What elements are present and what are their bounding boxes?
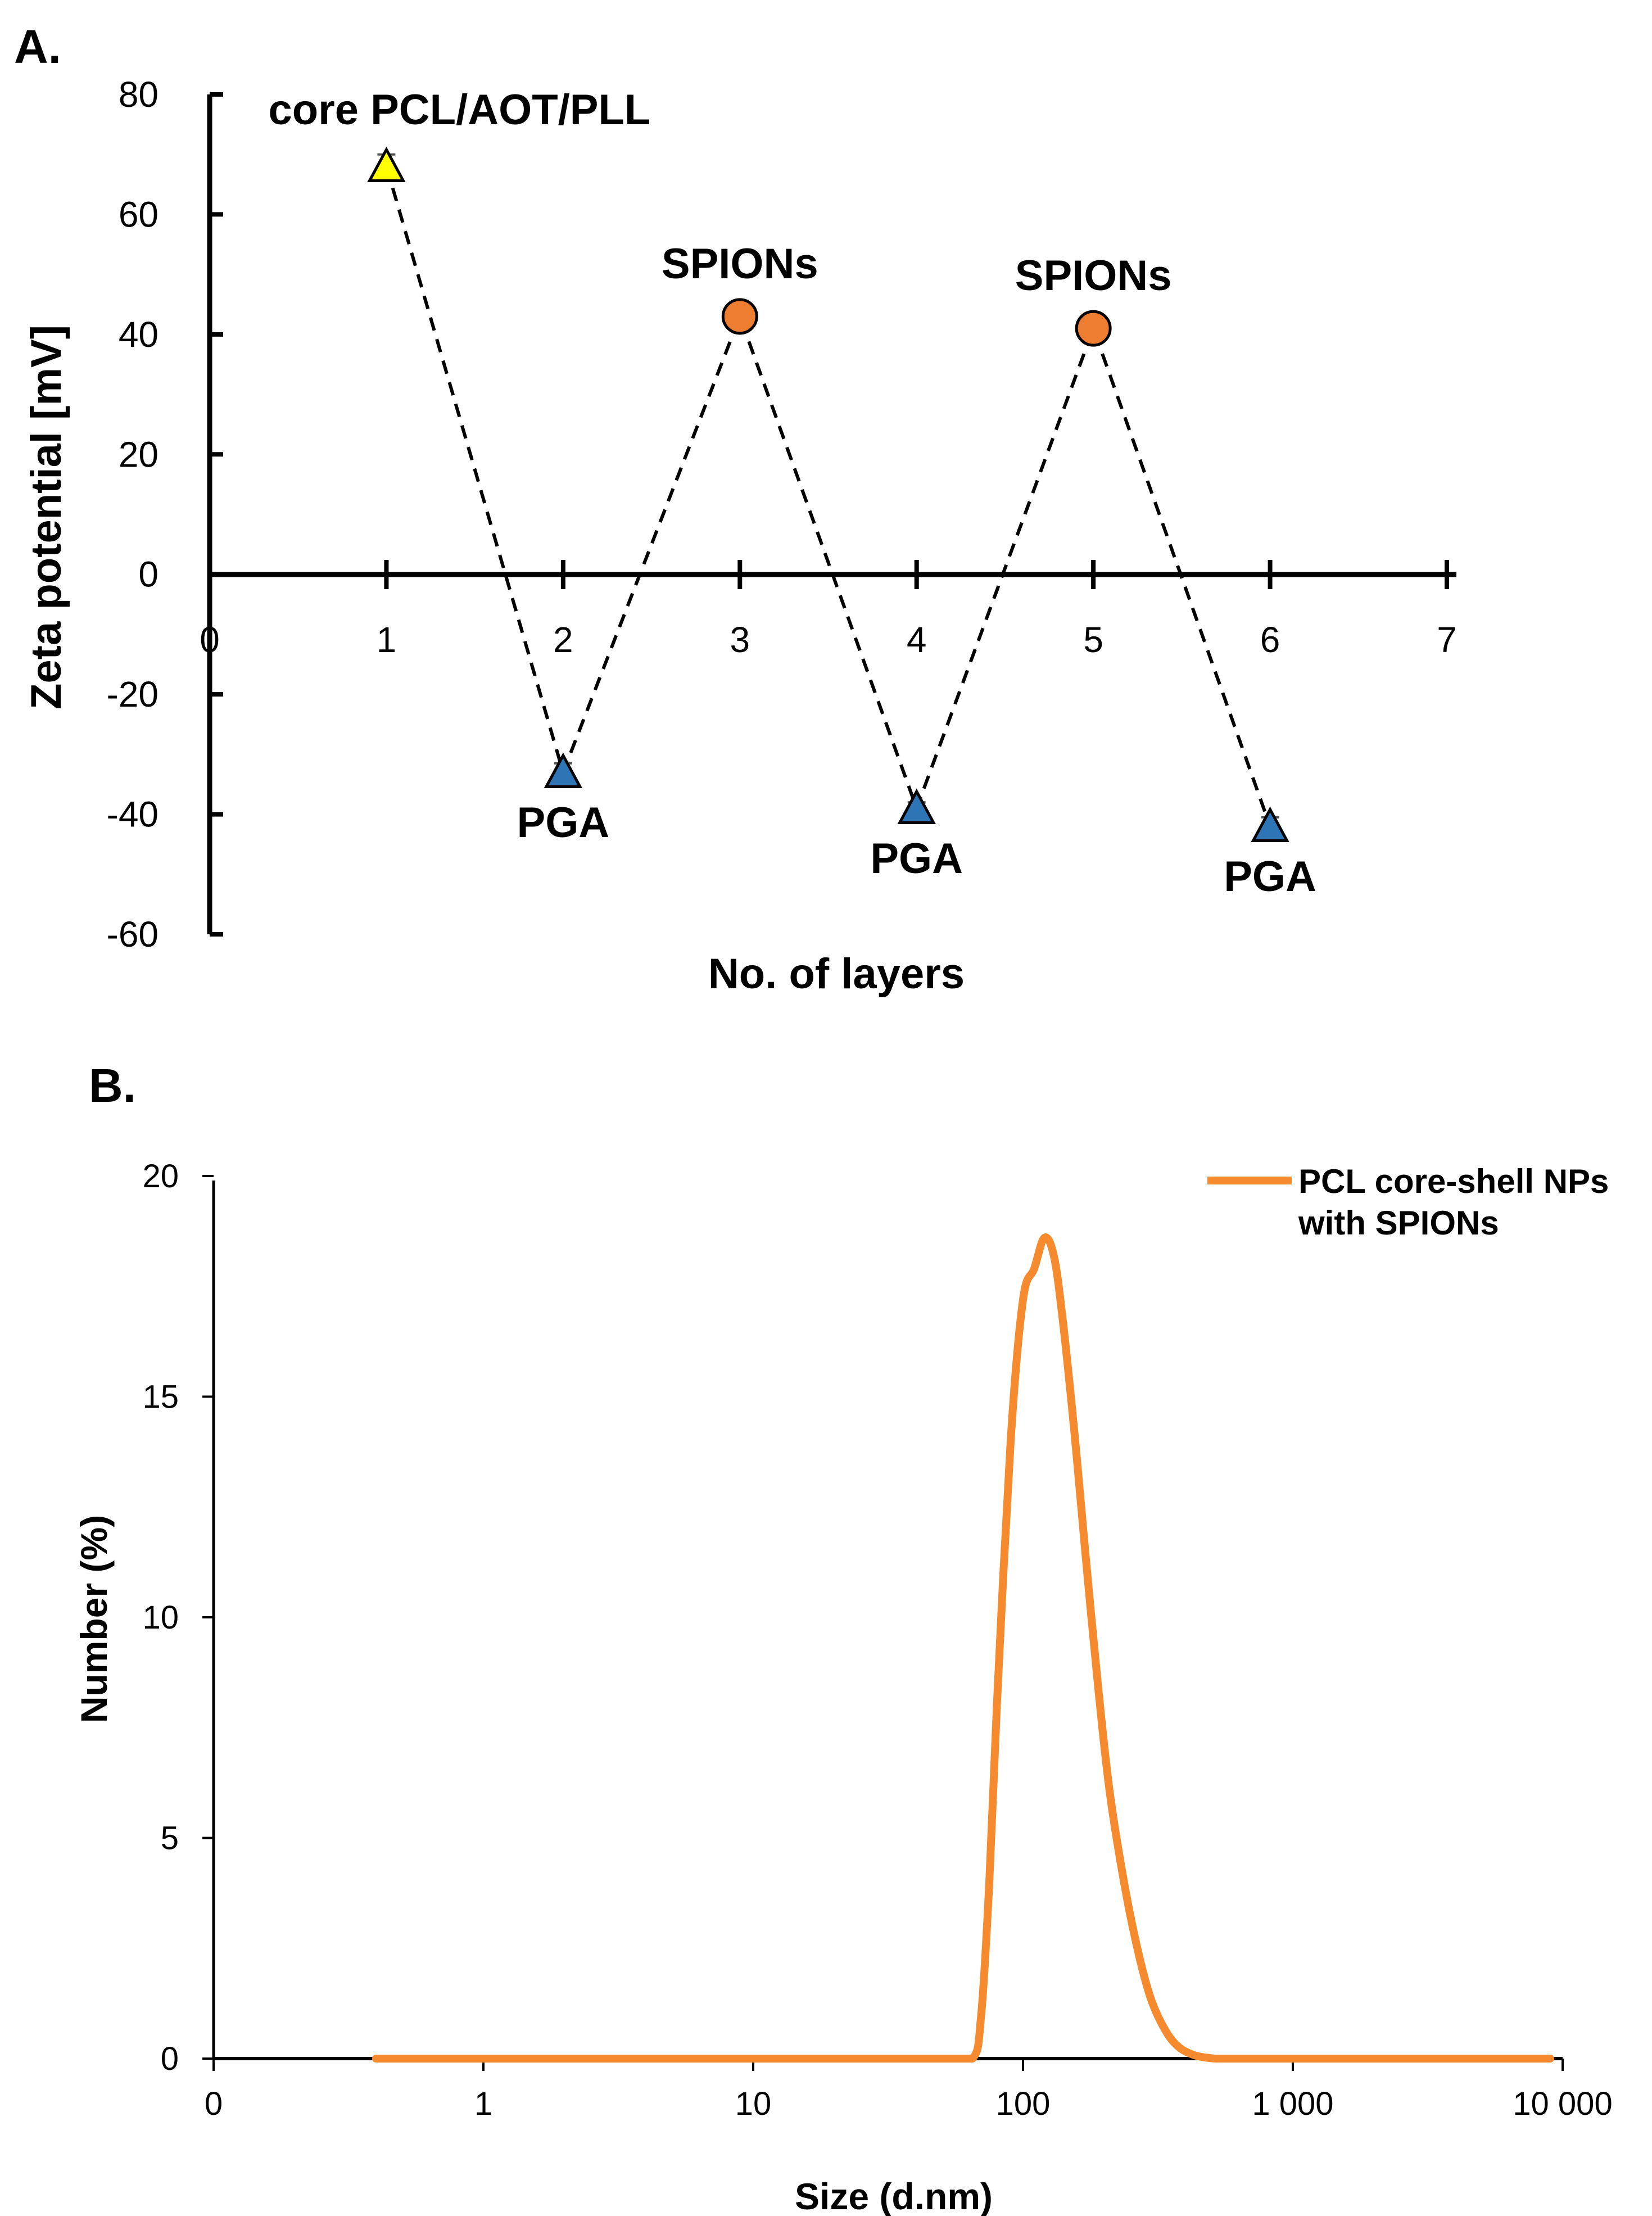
panel-a-x-tick-label: 4 xyxy=(907,619,927,660)
panel-a-x-tick-label: 1 xyxy=(377,619,397,660)
panel-b-y-tick-label: 20 xyxy=(142,1158,179,1195)
panel-a-x-ticks: 0 1 2 3 4 5 6 7 xyxy=(200,560,1457,660)
panel-a-x-axis-title: No. of layers xyxy=(708,950,965,998)
panel-b-y-tick-label: 10 xyxy=(142,1599,179,1636)
panel-a-point-labels: core PCL/AOT/PLL PGA SPIONs PGA SPIONs PGA xyxy=(268,86,1316,901)
panel-a-y-axis-title: Zeta potential [mV] xyxy=(22,325,70,709)
panel-a-points xyxy=(367,146,1289,842)
panel-a-y-tick-label: 60 xyxy=(119,194,159,234)
panel-a-point-circle xyxy=(1075,310,1112,347)
panel-a-point-label: SPIONs xyxy=(662,240,818,288)
panel-a-point-triangle xyxy=(367,146,406,183)
panel-a-point-label: SPIONs xyxy=(1015,252,1172,300)
panel-a-point-triangle xyxy=(544,752,583,788)
panel-b-y-tick-label: 0 xyxy=(161,2041,179,2077)
panel-a-y-tick-label: -40 xyxy=(107,794,159,835)
panel-a-y-tick-label: 20 xyxy=(119,434,159,474)
panel-b-label: B. xyxy=(89,1059,136,1112)
panel-b-legend-label: PCL core-shell NPs xyxy=(1298,1163,1609,1200)
panel-a-y-tick-label: 0 xyxy=(138,554,159,595)
panel-b-y-tick-label: 5 xyxy=(161,1820,179,1857)
panel-a-y-tick-label: -60 xyxy=(107,914,159,955)
panel-a-point-label: PGA xyxy=(870,835,963,883)
panel-b-curve xyxy=(372,1233,1555,2063)
panel-a-y-ticks: 80 60 40 20 0 -20 -40 -60 xyxy=(107,74,223,955)
panel-b-size-distribution: B. 20 15 10 5 0 0 1 10 100 1 000 10 000 PCL core-… xyxy=(73,1059,1613,2216)
panel-a-point-label: PGA xyxy=(1224,853,1316,901)
panel-a-x-tick-label: 0 xyxy=(200,619,220,660)
panel-b-y-tick-label: 15 xyxy=(142,1379,179,1415)
panel-b-x-tick-label: 1 000 xyxy=(1252,2086,1333,2122)
panel-b-legend: PCL core-shell NPs with SPIONs xyxy=(1207,1163,1609,1242)
panel-a-x-tick-label: 2 xyxy=(553,619,573,660)
panel-a-x-tick-label: 6 xyxy=(1260,619,1280,660)
panel-a-label: A. xyxy=(14,20,61,73)
panel-a-point-label: PGA xyxy=(517,799,610,847)
panel-a-y-tick-label: -20 xyxy=(107,674,159,714)
panel-a-y-tick-label: 40 xyxy=(119,314,159,355)
panel-a-dashed-line xyxy=(384,166,1272,827)
panel-b-x-tick-label: 10 000 xyxy=(1513,2086,1612,2122)
panel-a-x-tick-label: 5 xyxy=(1083,619,1103,660)
panel-b-x-tick-label: 100 xyxy=(996,2086,1051,2122)
panel-a-x-tick-label: 7 xyxy=(1437,619,1457,660)
panel-b-x-tick-label: 1 xyxy=(474,2086,492,2122)
panel-a-point-triangle xyxy=(897,788,936,824)
panel-b-series-line xyxy=(372,1233,1555,2063)
panel-b-x-axis-title: Size (d.nm) xyxy=(795,2176,993,2216)
panel-a-point-label: core PCL/AOT/PLL xyxy=(268,86,650,134)
panel-a-point-circle xyxy=(721,298,758,335)
panel-b-x-tick-label: 0 xyxy=(205,2086,223,2122)
panel-b-y-axis-title: Number (%) xyxy=(73,1515,115,1723)
panel-b-x-ticks: 0 1 10 100 1 000 10 000 xyxy=(205,2059,1613,2122)
panel-a-series-line xyxy=(384,166,1272,827)
panel-a-x-tick-label: 3 xyxy=(730,619,750,660)
panel-a-point-triangle xyxy=(1251,806,1289,842)
panel-b-legend-label: with SPIONs xyxy=(1298,1204,1499,1242)
panel-b-y-ticks: 20 15 10 5 0 xyxy=(142,1158,214,2077)
panel-a-y-tick-label: 80 xyxy=(119,74,159,115)
panel-b-x-tick-label: 10 xyxy=(735,2086,772,2122)
panel-a-zeta-chart: A. 80 60 40 20 0 -20 -40 -60 0 1 2 3 4 5 6 7 core PCL/… xyxy=(14,20,1457,998)
